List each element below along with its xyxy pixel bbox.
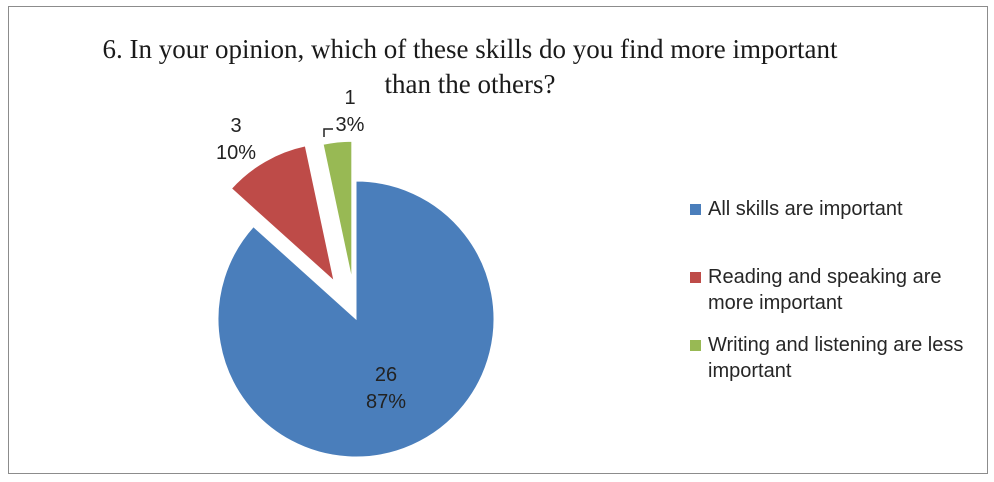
legend-label: Writing and listening are less important xyxy=(708,334,964,382)
pie-slice-reading-speaking xyxy=(230,145,335,283)
chart-title: 6. In your opinion, which of these skill… xyxy=(102,34,838,99)
data-label-reading-speaking: 3 10% xyxy=(216,115,256,164)
legend-swatch xyxy=(690,340,701,351)
pie-slice-writing-listening xyxy=(322,140,353,280)
legend-label: All skills are important xyxy=(708,198,903,220)
pie-slice-all-skills xyxy=(217,180,495,458)
legend-swatch xyxy=(690,204,701,215)
data-label-writing-listening: 1 3% xyxy=(336,87,365,136)
data-label-all-skills: 26 87% xyxy=(366,364,406,413)
legend-swatch xyxy=(690,272,701,283)
legend-label: Reading and speaking are more important xyxy=(708,266,942,314)
leader-line xyxy=(323,128,333,137)
chart-frame xyxy=(8,6,988,474)
